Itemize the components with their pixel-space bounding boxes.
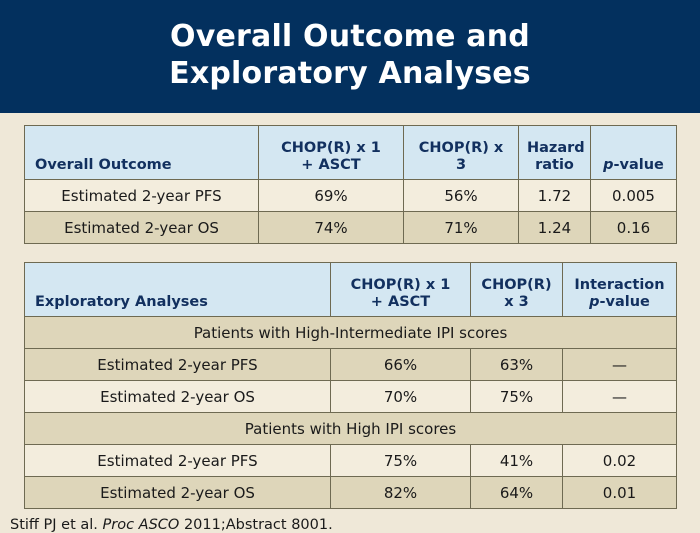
cell-pfs-chop-x3: 41% [470,444,563,477]
citation-reference: 2011;Abstract 8001. [183,517,333,533]
table-row: Estimated 2-year PFS 66% 63% — [24,348,677,381]
cell-pfs-interaction-p: — [562,348,677,381]
column-header-chop-asct: CHOP(R) x 1 + ASCT [258,125,404,180]
section-heading-row: Patients with High-Intermediate IPI scor… [24,316,677,349]
cell-pfs-p-value: 0.005 [590,179,677,212]
citation-author: Stiff PJ et al. [10,517,98,533]
page-title-line-1: Overall Outcome and [170,18,530,54]
spacer-above-table-1 [0,113,700,125]
slide-title-banner: Overall Outcome and Exploratory Analyses [0,0,700,113]
cell-pfs-chop-asct: 69% [258,179,404,212]
row-label-os: Estimated 2-year OS [24,476,331,509]
column-header-chop-x3-line1: CHOP(R) [481,277,552,293]
column-header-chop-asct-line1: CHOP(R) x 1 [350,277,451,293]
cell-os-chop-x3: 64% [470,476,563,509]
section-heading-high-intermediate-ipi: Patients with High-Intermediate IPI scor… [24,316,677,349]
row-label-pfs: Estimated 2-year PFS [24,179,259,212]
cell-pfs-chop-x3: 56% [403,179,519,212]
overall-outcome-table-body: Estimated 2-year PFS 69% 56% 1.72 0.005 … [24,179,677,244]
table-row: Estimated 2-year PFS 75% 41% 0.02 [24,444,677,477]
exploratory-analyses-table-body: Patients with High-Intermediate IPI scor… [24,316,677,509]
section-heading-high-ipi: Patients with High IPI scores [24,412,677,445]
cell-os-chop-asct: 74% [258,211,404,244]
cell-pfs-chop-asct: 75% [330,444,471,477]
column-header-interaction-line1: Interaction [574,277,665,293]
cell-os-chop-x3: 75% [470,380,563,413]
column-header-chop-asct: CHOP(R) x 1 + ASCT [330,262,471,317]
column-header-hazard-ratio-line2: ratio [535,157,574,173]
table-header-row: Overall Outcome CHOP(R) x 1 + ASCT CHOP(… [24,125,677,180]
overall-outcome-table-header: Overall Outcome CHOP(R) x 1 + ASCT CHOP(… [24,125,677,180]
exploratory-analyses-table-header: Exploratory Analyses CHOP(R) x 1 + ASCT … [24,262,677,317]
column-header-hazard-ratio: Hazard ratio [518,125,591,180]
section-heading-row: Patients with High IPI scores [24,412,677,445]
cell-pfs-interaction-p: 0.02 [562,444,677,477]
table-row: Estimated 2-year PFS 69% 56% 1.72 0.005 [24,179,677,212]
row-label-pfs: Estimated 2-year PFS [24,348,331,381]
column-header-p-value: p-value [590,125,677,180]
cell-os-interaction-p: — [562,380,677,413]
cell-os-p-value: 0.16 [590,211,677,244]
cell-os-hazard-ratio: 1.24 [518,211,591,244]
spacer-between-tables [0,244,700,262]
row-label-pfs: Estimated 2-year PFS [24,444,331,477]
column-header-exploratory-analyses: Exploratory Analyses [24,262,331,317]
column-header-chop-asct-line1: CHOP(R) x 1 [281,140,381,156]
exploratory-analyses-table-wrapper: Exploratory Analyses CHOP(R) x 1 + ASCT … [0,262,700,509]
column-header-chop-asct-line2: + ASCT [301,157,361,173]
cell-pfs-chop-asct: 66% [330,348,471,381]
table-header-row: Exploratory Analyses CHOP(R) x 1 + ASCT … [24,262,677,317]
table-row: Estimated 2-year OS 82% 64% 0.01 [24,476,677,509]
cell-pfs-chop-x3: 63% [470,348,563,381]
row-label-os: Estimated 2-year OS [24,380,331,413]
column-header-interaction-p-value: Interaction p-value [562,262,677,317]
cell-pfs-hazard-ratio: 1.72 [518,179,591,212]
column-header-interaction-line2: p-value [589,294,650,310]
column-header-chop-x3-line2: x 3 [504,294,529,310]
column-header-hazard-ratio-line1: Hazard [527,140,585,156]
cell-os-interaction-p: 0.01 [562,476,677,509]
column-header-overall-outcome: Overall Outcome [24,125,259,180]
column-header-chop-asct-line2: + ASCT [370,294,431,310]
table-row: Estimated 2-year OS 74% 71% 1.24 0.16 [24,211,677,244]
column-header-chop-x3: CHOP(R) x 3 [403,125,519,180]
cell-os-chop-x3: 71% [403,211,519,244]
overall-outcome-table: Overall Outcome CHOP(R) x 1 + ASCT CHOP(… [24,125,677,244]
overall-outcome-table-wrapper: Overall Outcome CHOP(R) x 1 + ASCT CHOP(… [0,125,700,244]
page-title-line-2: Exploratory Analyses [169,55,531,91]
citation-journal: Proc ASCO [102,517,180,533]
table-row: Estimated 2-year OS 70% 75% — [24,380,677,413]
cell-os-chop-asct: 70% [330,380,471,413]
column-header-chop-x3: CHOP(R) x 3 [470,262,563,317]
exploratory-analyses-table: Exploratory Analyses CHOP(R) x 1 + ASCT … [24,262,677,509]
citation-footer: Stiff PJ et al. Proc ASCO 2011;Abstract … [0,509,700,533]
row-label-os: Estimated 2-year OS [24,211,259,244]
cell-os-chop-asct: 82% [330,476,471,509]
